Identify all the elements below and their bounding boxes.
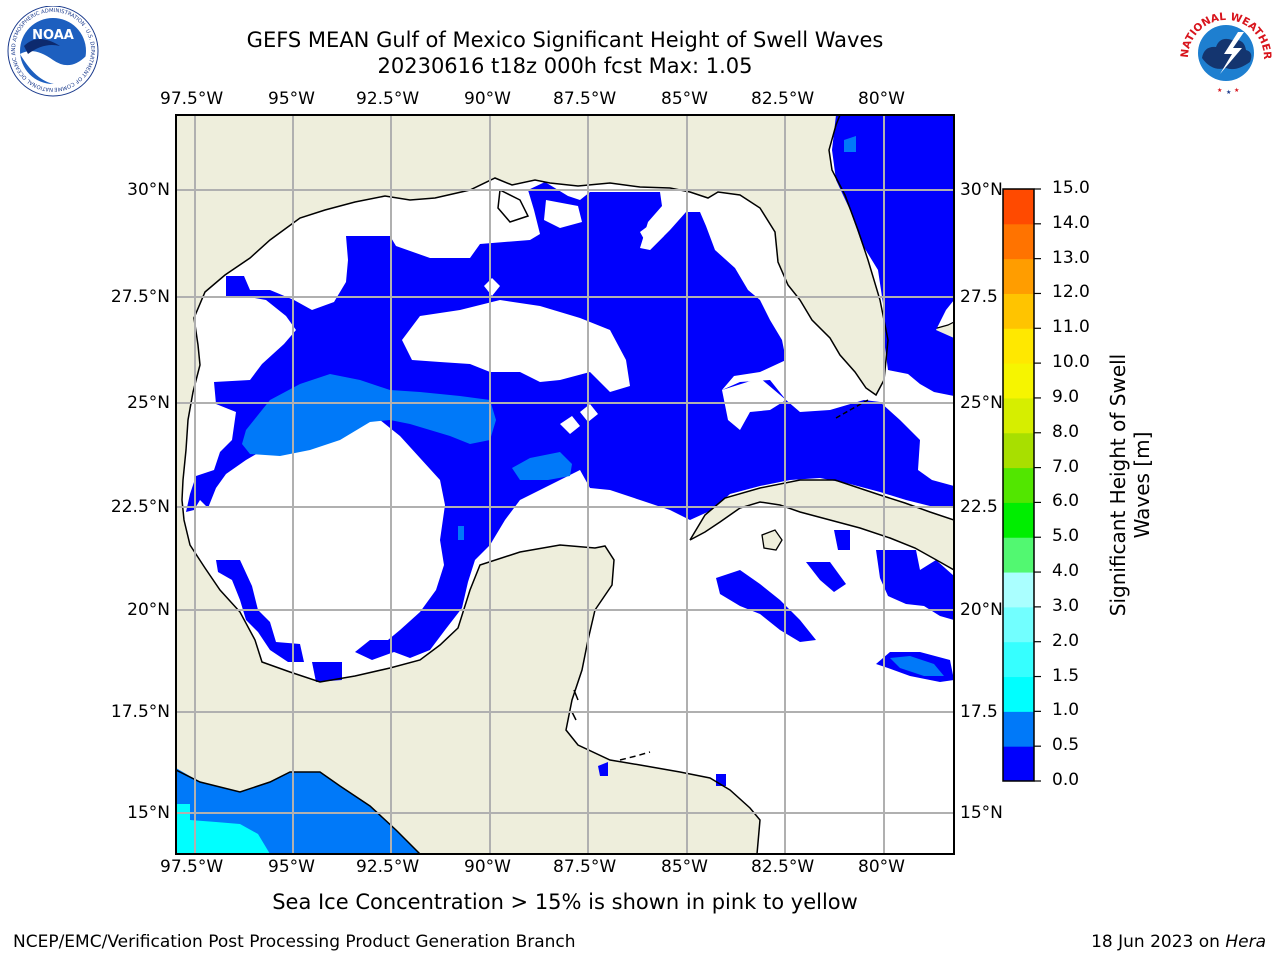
footer-date: 18 Jun 2023 on Hera [1091,932,1266,952]
colorbar-tick-label: 9.0 [1052,386,1080,407]
noaa-logo-text: NOAA [32,28,74,43]
colorbar-segment [1003,432,1034,469]
colorbar-segment [1003,397,1034,434]
lon-label-top: 97.5°W [160,89,224,109]
lat-label-right: 30°N [960,180,1003,200]
sea-ice-note: Sea Ice Concentration > 15% is shown in … [272,890,858,914]
lat-label-right: 22.5 [960,497,998,517]
lon-label-bottom: 82.5°W [751,857,815,877]
colorbar-tick-label: 1.5 [1052,665,1080,686]
colorbar-segment [1003,467,1034,503]
lat-label-left: 22.5°N [110,497,170,517]
footer-credit: NCEP/EMC/Verification Post Processing Pr… [13,932,576,952]
land-isla-juventud [761,529,783,551]
colorbar-segment [1003,502,1034,538]
colorbar-tick-label: 3.0 [1052,595,1080,616]
lon-label-top: 85°W [661,89,708,109]
lat-label-left: 15°N [127,803,170,823]
land-mexico [176,520,760,854]
lon-label-top: 90°W [464,89,511,109]
colorbar-segment [1003,641,1034,678]
colorbar-segment [1003,676,1034,712]
colorbar-segment [1003,746,1034,782]
lat-label-left: 27.5°N [110,287,170,307]
land-us-gulf-coast [176,115,888,520]
colorbar-label-line1: Significant Height of Swell [1106,353,1130,617]
graticule [176,115,954,854]
colorbar-tick-label: 12.0 [1052,282,1090,303]
colorbar-tick-label: 0.0 [1052,770,1080,790]
nws-logo: NATIONAL WEATHER SERVICE ★ ★ ★ [1176,0,1273,97]
lon-label-top: 82.5°W [751,89,815,109]
lat-label-left: 20°N [127,600,170,620]
map-title: GEFS MEAN Gulf of Mexico Significant Hei… [246,28,884,52]
colorbar-tick-label: 6.0 [1052,491,1080,512]
lon-label-bottom: 87.5°W [553,857,617,877]
lon-label-top: 92.5°W [356,89,420,109]
colorbar-segment [1003,328,1034,364]
lat-label-right: 20°N [960,600,1003,620]
lon-label-bottom: 92.5°W [356,857,420,877]
svg-text:★: ★ [1217,87,1222,94]
lon-label-top: 95°W [268,89,315,109]
colorbar-tick-label: 10.0 [1052,352,1090,373]
colorbar-segment [1003,363,1034,399]
swell-high-areas [176,804,270,854]
colorbar-segment [1003,293,1034,329]
lat-label-right: 25°N [960,393,1003,413]
footer-host: Hera [1225,932,1266,952]
lat-label-right: 15°N [960,803,1003,823]
lon-label-bottom: 80°W [858,857,905,877]
colorbar-tick-label: 11.0 [1052,317,1090,338]
colorbar-tick-label: 13.0 [1052,247,1090,268]
noaa-logo: NATIONAL OCEANIC AND ATMOSPHERIC ADMINIS… [4,6,99,97]
colorbar-tick-label: 2.0 [1052,630,1080,651]
lat-label-right: 27.5 [960,287,998,307]
lon-label-bottom: 90°W [464,857,511,877]
colorbar-tick-label: 0.5 [1052,735,1080,756]
colorbar-tick-label: 4.0 [1052,561,1080,582]
colorbar-segment [1003,711,1034,747]
colorbar-tick-label: 1.0 [1052,700,1080,721]
lat-label-left: 25°N [127,393,170,413]
colorbar-label: Significant Height of Swell Waves [m] [1106,354,1154,616]
colorbar-tick-label: 7.0 [1052,456,1080,477]
lon-label-top: 80°W [858,89,905,109]
colorbar-label-line2: Waves [m] [1130,431,1154,539]
lon-label-top: 87.5°W [553,89,617,109]
map-frame [175,114,955,855]
colorbar-segment [1003,189,1034,225]
colorbar-tick-label: 14.0 [1052,212,1090,233]
footer-date-text: 18 Jun 2023 on [1091,932,1226,952]
lat-label-left: 30°N [127,180,170,200]
lat-label-left: 17.5°N [110,702,170,722]
colorbar-segment [1003,223,1034,260]
colorbar [1002,188,1041,782]
colorbar-tick-label: 8.0 [1052,421,1080,442]
lon-label-bottom: 97.5°W [160,857,224,877]
svg-text:★: ★ [1234,87,1239,94]
lon-label-bottom: 95°W [268,857,315,877]
colorbar-segment [1003,537,1034,573]
svg-text:★: ★ [1226,89,1231,96]
colorbar-tick-label: 5.0 [1052,526,1080,547]
colorbar-tick-label: 15.0 [1052,178,1090,198]
map-subtitle: 20230616 t18z 000h fcst Max: 1.05 [377,54,753,78]
lat-label-right: 17.5 [960,702,998,722]
lon-label-bottom: 85°W [661,857,708,877]
colorbar-segment [1003,258,1034,294]
colorbar-segment [1003,606,1034,643]
colorbar-segment [1003,572,1034,608]
